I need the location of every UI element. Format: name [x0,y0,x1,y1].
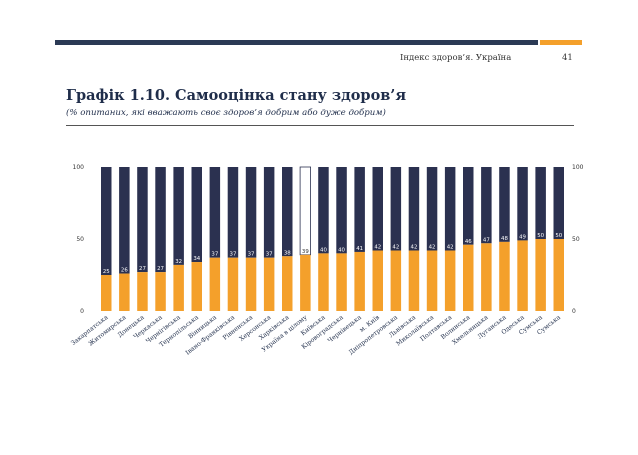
header-rule-accent [540,40,582,45]
bar-segment-good [408,250,420,311]
bar-segment-good [282,256,293,311]
bar-segment-rest [191,167,202,263]
bar-segment-rest [444,167,456,251]
bar-segment-good [101,275,112,311]
bar-segment-rest [426,167,438,251]
bar-value-label: 39 [302,249,309,255]
bar-value-label: 47 [483,237,490,243]
bar-segment-good [336,253,347,311]
page-number: 41 [562,53,573,63]
bar-value-label: 37 [248,252,255,258]
bar-segment-rest [227,167,239,258]
bar-value-label: 38 [284,250,291,256]
bar-segment-rest [318,167,329,254]
bar-value-label: 50 [555,233,562,239]
bar-segment-rest [481,167,492,244]
bar-segment-rest [137,167,148,273]
bar-value-label: 27 [157,266,164,272]
bar-segment-rest [372,167,383,251]
bar-value-label: 32 [175,259,182,265]
bar-segment-rest [463,167,474,245]
bar-segment-good [426,250,438,311]
figure-subtitle: (% опитаних, які вважають своє здоров’я … [66,108,386,118]
bar-value-label: 42 [429,245,436,251]
bar-segment-good [535,239,546,311]
bar-value-label: 42 [392,245,399,251]
bar-segment-good [390,250,402,311]
bar-segment-rest [390,167,402,251]
bar-segment-good [481,243,492,311]
bar-value-label: 50 [537,233,544,239]
bar-value-label: 48 [501,236,508,242]
bar-segment-rest [119,167,130,274]
bar-segment-good [191,262,202,311]
bar-value-label: 42 [447,245,454,251]
bar-value-label: 42 [411,245,418,251]
y-tick-label-left: 50 [76,236,84,243]
bar-segment-good [444,250,456,311]
bar-segment-rest [535,167,546,239]
bar-segment-good [354,251,365,311]
bar-segment-good [318,253,329,311]
bar-segment-rest [553,167,564,239]
bar-segment-rest [245,167,257,258]
bar-value-label: 40 [320,247,327,253]
bar-segment-good [119,273,130,311]
running-title: Індекс здоров’я. Україна [400,53,512,63]
bar-value-label: 37 [266,252,273,258]
bar-value-label: 25 [103,269,110,275]
bar-segment-good [155,272,166,311]
bar-segment-good [173,264,184,311]
bar-segment-rest [499,167,510,242]
y-tick-label-left: 0 [80,308,84,315]
bar-segment-good [137,272,148,311]
bar-segment-good [463,244,474,311]
bar-segment-good [209,257,221,311]
bar-segment-rest [282,167,293,257]
figure-title: Графік 1.10. Самооцінка стану здоров’я [66,87,407,104]
bar-value-label: 42 [374,245,381,251]
bar-value-label: 26 [121,268,128,274]
bar-segment-good [499,241,510,311]
bar-segment-good [263,257,275,311]
bar-segment-rest [336,167,347,254]
bar-value-label: 46 [465,239,472,245]
bar-segment-rest [517,167,528,241]
y-tick-label-right: 50 [572,236,580,243]
bar-segment-rest [299,166,312,256]
bar-segment-good [227,257,239,311]
bar-segment-good [300,254,311,311]
header-rule-dark [55,40,538,45]
y-tick-label-left: 100 [73,164,85,171]
bar-segment-rest [173,167,184,265]
bar-value-label: 37 [230,252,237,258]
bar-segment-rest [101,167,112,275]
bar-value-label: 34 [193,256,200,262]
bar-segment-rest [354,167,365,252]
bar-value-label: 40 [338,247,345,253]
bar-segment-good [372,250,383,311]
bar-segment-good [517,240,528,311]
bar-segment-rest [209,167,221,258]
bar-segment-good [553,239,564,311]
bar-segment-rest [408,167,420,251]
title-rule [66,125,574,126]
bar-segment-rest [263,167,275,258]
y-tick-label-right: 0 [572,308,576,315]
bar-value-label: 37 [211,252,218,258]
bar-segment-rest [155,167,166,273]
bar-value-label: 27 [139,266,146,272]
y-tick-label-right: 100 [572,164,584,171]
bar-value-label: 41 [356,246,363,252]
bar-segment-good [245,257,257,311]
bar-value-label: 49 [519,234,526,240]
